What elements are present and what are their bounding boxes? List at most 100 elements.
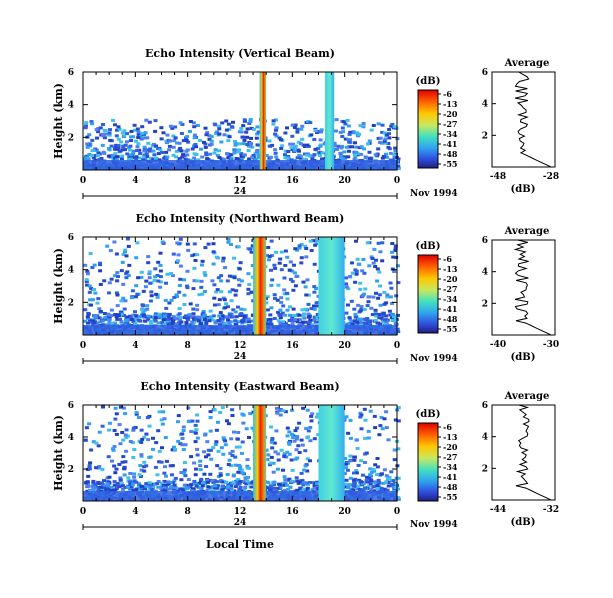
x-tick-label: 8 bbox=[185, 341, 191, 351]
y-tick-label: 2 bbox=[68, 298, 74, 308]
colorbar-tick-label: -6 bbox=[443, 89, 452, 99]
colorbar-tick-label: -13 bbox=[443, 264, 458, 274]
y-tick-label: 2 bbox=[68, 133, 74, 143]
y-tick-label: 2 bbox=[68, 465, 74, 475]
average-profile-line bbox=[515, 404, 552, 501]
intense-band-2 bbox=[318, 405, 345, 501]
average-x-tick: -30 bbox=[543, 340, 559, 350]
colorbar-tick-label: -27 bbox=[443, 452, 457, 462]
intense-band-1 bbox=[253, 237, 267, 335]
intense-band-1 bbox=[259, 72, 267, 170]
average-y-tick: 4 bbox=[482, 433, 488, 443]
intense-band-2 bbox=[318, 237, 345, 335]
y-tick-label: 6 bbox=[68, 68, 74, 78]
colorbar-unit: (dB) bbox=[416, 409, 441, 420]
intense-band-1 bbox=[253, 405, 267, 501]
x-tick-label: 0 bbox=[394, 176, 400, 186]
x-tick-label: 4 bbox=[132, 341, 138, 351]
colorbar-tick-label: -34 bbox=[443, 462, 458, 472]
average-x-tick: -28 bbox=[543, 172, 559, 182]
x-tick-label: 16 bbox=[286, 507, 299, 517]
x-tick-label: 4 bbox=[132, 507, 138, 517]
average-frame bbox=[491, 239, 556, 336]
colorbar-tick-label: -41 bbox=[443, 139, 457, 149]
x-tick-label: 0 bbox=[80, 507, 86, 517]
colorbar-tick-label: -20 bbox=[443, 442, 458, 452]
y-tick-label: 6 bbox=[68, 233, 74, 243]
colorbar-tick-label: -55 bbox=[443, 492, 457, 502]
date-label: Nov 1994 bbox=[410, 354, 458, 364]
colorbar-tick-label: -27 bbox=[443, 119, 457, 129]
panel-title: Echo Intensity (Eastward Beam) bbox=[140, 380, 339, 393]
average-y-tick: 2 bbox=[482, 464, 488, 474]
x-tick-label: 0 bbox=[394, 507, 400, 517]
colorbar-tick-label: -34 bbox=[443, 129, 458, 139]
x-tick-label: 0 bbox=[80, 176, 86, 186]
colorbar-tick-label: -48 bbox=[443, 482, 458, 492]
x-tick-label: 0 bbox=[394, 341, 400, 351]
colorbar-tick-label: -27 bbox=[443, 284, 457, 294]
average-title: Average bbox=[504, 58, 550, 69]
date-axis-label: 24 bbox=[234, 187, 247, 197]
y-tick-label: 4 bbox=[68, 433, 74, 443]
average-profile-line bbox=[513, 239, 552, 336]
colorbar-tick-label: -41 bbox=[443, 472, 457, 482]
heatmap-cells bbox=[83, 405, 401, 501]
x-tick-label: 8 bbox=[185, 176, 191, 186]
colorbar-tick-label: -34 bbox=[443, 294, 458, 304]
average-y-tick: 4 bbox=[482, 100, 488, 110]
colorbar bbox=[417, 254, 439, 334]
x-tick-label: 8 bbox=[185, 507, 191, 517]
y-tick-label: 6 bbox=[68, 401, 74, 411]
panel-title: Echo Intensity (Northward Beam) bbox=[136, 212, 345, 225]
y-axis-label: Height (km) bbox=[52, 83, 65, 159]
x-tick-label: 20 bbox=[338, 507, 351, 517]
x-tick-label: 12 bbox=[234, 507, 247, 517]
x-tick-label: 0 bbox=[80, 341, 86, 351]
colorbar-tick-label: -13 bbox=[443, 432, 458, 442]
average-y-tick: 2 bbox=[482, 299, 488, 309]
average-xlabel: (dB) bbox=[511, 184, 536, 195]
colorbar-tick-label: -55 bbox=[443, 159, 457, 169]
average-title: Average bbox=[504, 391, 550, 402]
x-tick-label: 20 bbox=[338, 176, 351, 186]
intense-band-2 bbox=[325, 72, 335, 170]
average-y-tick: 6 bbox=[482, 68, 488, 78]
date-axis-label: 24 bbox=[234, 352, 247, 362]
y-axis-label: Height (km) bbox=[52, 415, 65, 491]
panel-title: Echo Intensity (Vertical Beam) bbox=[145, 47, 335, 60]
colorbar-tick-label: -48 bbox=[443, 149, 458, 159]
average-x-tick: -32 bbox=[543, 505, 559, 515]
x-tick-label: 4 bbox=[132, 176, 138, 186]
colorbar-tick-label: -6 bbox=[443, 254, 452, 264]
average-y-tick: 6 bbox=[482, 401, 488, 411]
average-x-tick: -44 bbox=[490, 505, 506, 515]
colorbar bbox=[417, 422, 439, 502]
date-axis-label: 24 bbox=[234, 518, 247, 528]
x-tick-label: 16 bbox=[286, 176, 299, 186]
colorbar-tick-label: -48 bbox=[443, 314, 458, 324]
average-profile-line bbox=[514, 71, 552, 168]
average-x-tick: -40 bbox=[490, 340, 506, 350]
average-frame bbox=[491, 404, 556, 501]
colorbar-tick-label: -13 bbox=[443, 99, 458, 109]
date-label: Nov 1994 bbox=[410, 520, 458, 530]
y-tick-label: 4 bbox=[68, 266, 74, 276]
x-tick-label: 12 bbox=[234, 176, 247, 186]
date-label: Nov 1994 bbox=[410, 189, 458, 199]
average-x-tick: -48 bbox=[490, 172, 506, 182]
colorbar-tick-label: -55 bbox=[443, 324, 457, 334]
average-xlabel: (dB) bbox=[511, 352, 536, 363]
y-tick-label: 4 bbox=[68, 101, 74, 111]
colorbar-unit: (dB) bbox=[416, 76, 441, 87]
average-y-tick: 2 bbox=[482, 131, 488, 141]
colorbar-tick-label: -6 bbox=[443, 422, 452, 432]
colorbar-tick-label: -41 bbox=[443, 304, 457, 314]
colorbar-tick-label: -20 bbox=[443, 274, 458, 284]
average-frame bbox=[491, 71, 556, 168]
x-axis-label: Local Time bbox=[206, 538, 274, 551]
average-title: Average bbox=[504, 226, 550, 237]
y-axis-label: Height (km) bbox=[52, 248, 65, 324]
colorbar-tick-label: -20 bbox=[443, 109, 458, 119]
